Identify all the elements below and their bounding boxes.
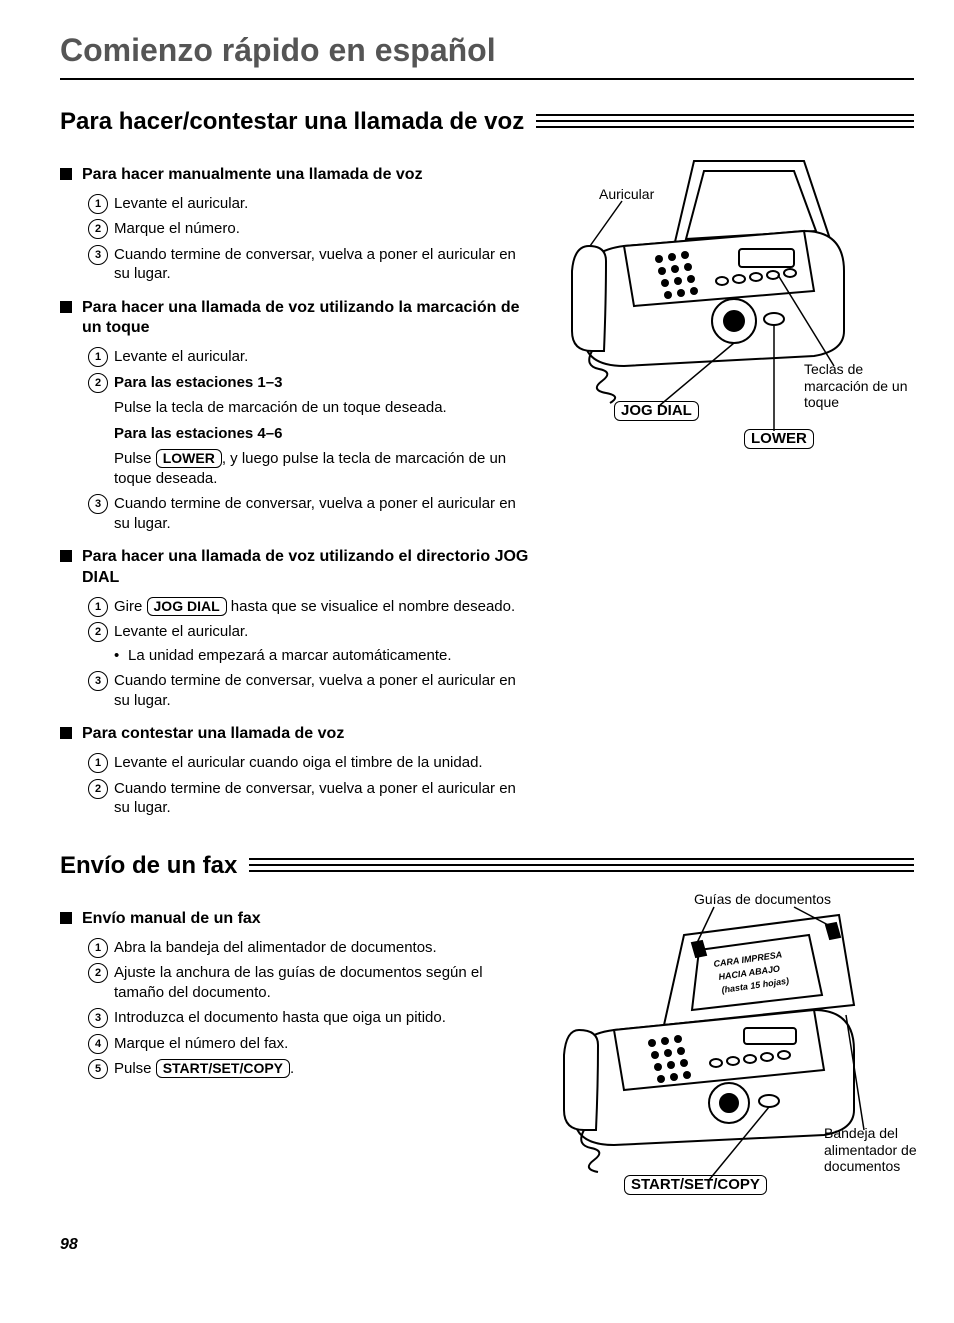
bullet-square-icon	[60, 912, 72, 924]
step-text: Cuando termine de conversar, vuelva a po…	[114, 780, 516, 817]
step-item: 5 Pulse START/SET/COPY.	[88, 1059, 534, 1079]
steps-jogdial: 1 Gire JOG DIAL hasta que se visualice e…	[60, 597, 534, 711]
step-item: 3 Introduzca el documento hasta que oiga …	[88, 1008, 534, 1028]
subhead-one-touch: Para hacer una llamada de voz utilizando…	[60, 298, 534, 340]
subhead-text: Para contestar una llamada de voz	[82, 724, 344, 745]
label-bandeja: Bandeja del alimentador de documentos	[824, 1125, 924, 1175]
label-auricular: Auricular	[599, 186, 654, 203]
step-text: Cuando termine de conversar, vuelva a po…	[114, 672, 516, 709]
step-text: Cuando termine de conversar, vuelva a po…	[114, 495, 516, 532]
step-text: Levante el auricular.	[114, 623, 248, 640]
step-item: 1 Levante el auricular cuando oiga el tim…	[88, 753, 534, 773]
steps-manual-call: 1 Levante el auricular. 2 Marque el número…	[60, 194, 534, 284]
step-text: Marque el número.	[114, 220, 240, 237]
text-fragment: Pulse	[114, 1060, 156, 1077]
section-send-fax: Envío de un fax Envío manual de un fax 1…	[60, 850, 914, 1205]
section-title-row: Envío de un fax	[60, 850, 914, 881]
subhead-manual-fax: Envío manual de un fax	[60, 909, 534, 930]
keycap-lower: LOWER	[156, 449, 222, 468]
step-text: Ajuste la anchura de las guías de docume…	[114, 964, 483, 1001]
step-text: Marque el número del fax.	[114, 1035, 288, 1052]
bullet-square-icon	[60, 727, 72, 739]
step-text: Cuando termine de conversar, vuelva a po…	[114, 246, 516, 283]
figure-fax-machine: Auricular JOG DIAL Teclas de marcación d…	[544, 151, 914, 471]
subhead-text: Para hacer una llamada de voz utilizando…	[82, 547, 534, 589]
bullet-square-icon	[60, 550, 72, 562]
text-fragment: Gire	[114, 598, 147, 615]
step-number-icon: 2	[88, 963, 108, 983]
step-item: 2 Ajuste la anchura de las guías de docum…	[88, 963, 534, 1002]
step-number-icon: 1	[88, 194, 108, 214]
step-number-icon: 2	[88, 622, 108, 642]
subhead-answer: Para contestar una llamada de voz	[60, 724, 534, 745]
step-number-icon: 4	[88, 1034, 108, 1054]
step-item: 2 Levante el auricular. La unidad empeza…	[88, 622, 534, 665]
rule-decoration	[536, 114, 914, 128]
step-item: 2 Marque el número.	[88, 219, 534, 239]
steps-answer: 1 Levante el auricular cuando oiga el tim…	[60, 753, 534, 818]
step-sub-text: Pulse la tecla de marcación de un toque …	[114, 398, 534, 418]
subhead-text: Para hacer manualmente una llamada de vo…	[82, 165, 423, 186]
step-number-icon: 2	[88, 779, 108, 799]
step-number-icon: 3	[88, 245, 108, 265]
step-item: 3 Cuando termine de conversar, vuelva a p…	[88, 494, 534, 533]
keycap-start: START/SET/COPY	[156, 1059, 290, 1078]
label-teclas: Teclas de marcación de un toque	[804, 361, 914, 411]
step-number-icon: 3	[88, 1008, 108, 1028]
subhead-jogdial: Para hacer una llamada de voz utilizando…	[60, 547, 534, 589]
text-fragment: Pulse	[114, 450, 156, 467]
step-text: Abra la bandeja del alimentador de docum…	[114, 939, 437, 956]
subhead-text: Envío manual de un fax	[82, 909, 261, 930]
bullet-square-icon	[60, 301, 72, 313]
keycap-jogdial: JOG DIAL	[147, 597, 227, 616]
step-number-icon: 1	[88, 597, 108, 617]
step-text: Levante el auricular.	[114, 348, 248, 365]
steps-manual-fax: 1 Abra la bandeja del alimentador de docu…	[60, 938, 534, 1079]
step-number-icon: 1	[88, 753, 108, 773]
step-text: Levante el auricular.	[114, 195, 248, 212]
label-guias: Guías de documentos	[694, 891, 831, 908]
figure-fax-send: CARA IMPRESA HACIA ABAJO (hasta 15 hojas…	[544, 895, 914, 1205]
step-item: 1 Levante el auricular.	[88, 347, 534, 367]
step-item: 1 Levante el auricular.	[88, 194, 534, 214]
step-number-icon: 1	[88, 938, 108, 958]
step-sub-bold: Para las estaciones 4–6	[114, 424, 534, 444]
bullet-square-icon	[60, 168, 72, 180]
step-sub-bold: Para las estaciones 1–3	[114, 373, 534, 393]
rule-decoration	[249, 858, 914, 872]
step-item: 3 Cuando termine de conversar, vuelva a p…	[88, 245, 534, 284]
step-item: 1 Abra la bandeja del alimentador de docu…	[88, 938, 534, 958]
step-number-icon: 1	[88, 347, 108, 367]
step-item: 2 Cuando termine de conversar, vuelva a p…	[88, 779, 534, 818]
step-text: Levante el auricular cuando oiga el timb…	[114, 754, 483, 771]
section-title: Envío de un fax	[60, 850, 249, 881]
step-number-icon: 3	[88, 671, 108, 691]
section-voice-call: Para hacer/contestar una llamada de voz …	[60, 106, 914, 824]
step-bullet: La unidad empezará a marcar automáticame…	[114, 646, 534, 666]
step-item: 3 Cuando termine de conversar, vuelva a p…	[88, 671, 534, 710]
step-number-icon: 3	[88, 494, 108, 514]
step-number-icon: 5	[88, 1059, 108, 1079]
keycap-start-fig: START/SET/COPY	[624, 1175, 767, 1195]
step-item: 4 Marque el número del fax.	[88, 1034, 534, 1054]
text-fragment: .	[290, 1060, 294, 1077]
step-number-icon: 2	[88, 373, 108, 393]
step-item: 1 Gire JOG DIAL hasta que se visualice e…	[88, 597, 534, 617]
step-number-icon: 2	[88, 219, 108, 239]
step-sub-text: Pulse LOWER, y luego pulse la tecla de m…	[114, 449, 534, 488]
subhead-text: Para hacer una llamada de voz utilizando…	[82, 298, 534, 340]
section-title-row: Para hacer/contestar una llamada de voz	[60, 106, 914, 137]
page-number: 98	[60, 1235, 914, 1256]
steps-one-touch: 1 Levante el auricular. 2 Para las estaci…	[60, 347, 534, 533]
step-item: 2 Para las estaciones 1–3 Pulse la tecla…	[88, 373, 534, 489]
keycap-jogdial-fig: JOG DIAL	[614, 401, 699, 421]
subhead-manual-call: Para hacer manualmente una llamada de vo…	[60, 165, 534, 186]
section-title: Para hacer/contestar una llamada de voz	[60, 106, 536, 137]
step-text: Introduzca el documento hasta que oiga u…	[114, 1009, 446, 1026]
page-title: Comienzo rápido en español	[60, 30, 914, 80]
keycap-lower-fig: LOWER	[744, 429, 814, 449]
text-fragment: hasta que se visualice el nombre deseado…	[227, 598, 516, 615]
